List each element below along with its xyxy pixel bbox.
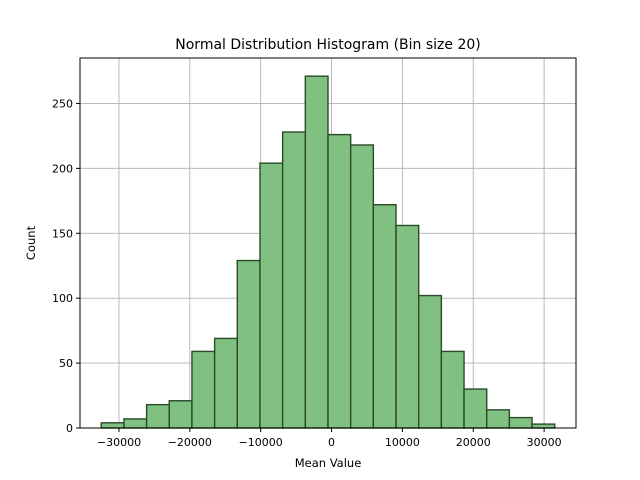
- histogram-bar-12: [372, 204, 397, 429]
- y-tick-label: 150: [52, 227, 73, 240]
- histogram-bar-16: [463, 388, 488, 429]
- histogram-bar-0: [100, 422, 125, 429]
- y-tick-label: 0: [66, 422, 73, 435]
- histogram-bar-5: [213, 337, 239, 429]
- y-axis-label: Count: [24, 225, 38, 260]
- histogram-bar-7: [259, 162, 284, 429]
- histogram-bar-11: [349, 144, 375, 429]
- histogram-bar-6: [236, 259, 261, 429]
- histogram-bar-9: [304, 75, 329, 429]
- histogram-bar-4: [191, 350, 216, 429]
- histogram-bar-17: [486, 409, 511, 429]
- histogram-bar-8: [281, 131, 307, 429]
- histogram-bar-2: [145, 403, 170, 429]
- x-tick-label: −20000: [168, 436, 212, 449]
- histogram-bar-10: [327, 133, 352, 429]
- x-tick-label: 20000: [456, 436, 491, 449]
- chart-title: Normal Distribution Histogram (Bin size …: [175, 37, 480, 53]
- y-tick-label: 50: [59, 357, 73, 370]
- x-tick-label: −30000: [97, 436, 141, 449]
- histogram-bar-13: [395, 224, 420, 429]
- y-tick-label: 250: [52, 97, 73, 110]
- x-tick-label: 0: [328, 436, 335, 449]
- histogram-bar-3: [168, 400, 193, 429]
- x-tick-label: 30000: [527, 436, 562, 449]
- x-tick-label: −10000: [239, 436, 283, 449]
- histogram-bar-1: [123, 418, 148, 429]
- bars: [100, 75, 556, 429]
- plot-frame: [79, 57, 577, 429]
- histogram-bar-18: [508, 416, 533, 429]
- histogram-bar-19: [531, 423, 556, 429]
- histogram-bar-14: [417, 294, 443, 429]
- y-tick-label: 200: [52, 162, 73, 175]
- x-tick-label: 10000: [385, 436, 420, 449]
- axis-ticks: −30000 −20000 −10000 0 10000 20000 30000 0 50 100…: [52, 97, 562, 449]
- y-tick-label: 100: [52, 292, 73, 305]
- x-axis-label: Mean Value: [295, 456, 362, 470]
- histogram-bar-15: [440, 350, 465, 429]
